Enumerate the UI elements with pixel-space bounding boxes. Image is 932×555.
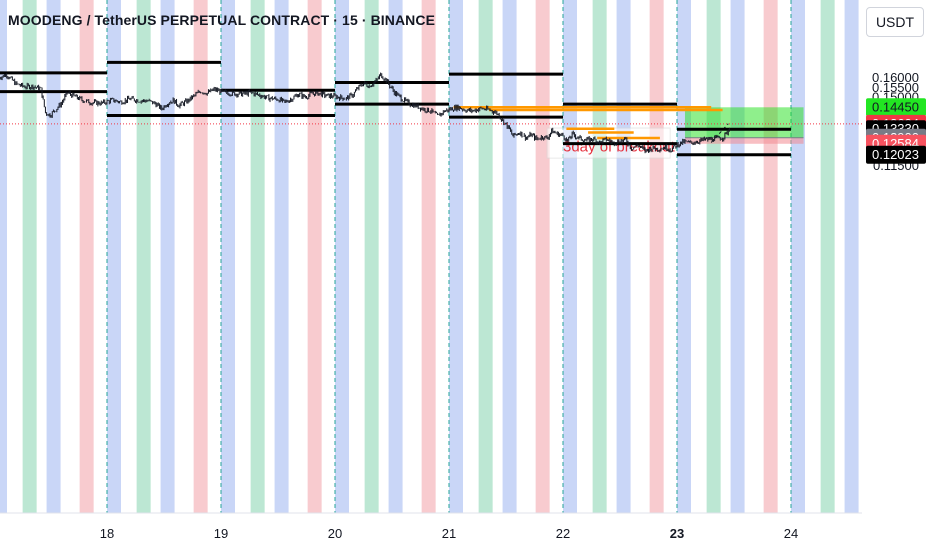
date-tick-label: 23 [670,526,684,541]
candlestick-series [0,72,730,154]
session-band-blue [274,0,289,513]
session-band-blue [616,0,631,513]
session-band-green [250,0,265,513]
session-band-blue [221,0,235,513]
session-band-blue [107,0,121,513]
date-tick-label: 20 [328,526,342,541]
date-tick-label: 18 [100,526,114,541]
session-band-blue [730,0,745,513]
session-band-green [364,0,379,513]
long-position-tool[interactable] [684,107,804,144]
price-label-black [866,145,926,164]
price-label-green [866,98,926,117]
position-trend-line [710,123,729,143]
currency-button[interactable]: USDT [866,7,924,37]
session-band-red [763,0,778,513]
time-axis[interactable]: 18 19 20 21 22 23 24 [0,512,862,550]
session-band-red [79,0,94,513]
stop-zone [684,137,804,144]
session-band-red [193,0,208,513]
price-axis[interactable]: 0.160000.155000.150000.140000.133300.129… [862,0,932,550]
session-band-red [535,0,550,513]
symbol-title: MOODENG / TetherUS PERPETUAL CONTRACT · … [8,12,436,28]
session-band-blue [677,0,691,513]
date-tick-label: 21 [442,526,456,541]
session-band-green [592,0,607,513]
price-label-text: 0.12023 [872,147,919,162]
time-axis-background [0,513,862,550]
session-band-green [136,0,151,513]
session-band-green [820,0,835,513]
session-band-red [421,0,436,513]
orange-resistance-lines[interactable] [453,106,723,140]
session-band-blue [449,0,463,513]
price-axis-background [862,0,932,550]
date-tick-label: 24 [784,526,798,541]
session-band-red [649,0,664,513]
session-band-green [22,0,37,513]
session-band-blue [388,0,403,513]
session-band-green [478,0,493,513]
session-band-blue [160,0,175,513]
session-band-blue [0,0,7,513]
date-tick-label: 19 [214,526,228,541]
profit-zone [684,107,804,138]
price-tick-label: 0.16000 [872,70,919,85]
price-label-text: 0.14450 [872,99,919,114]
session-band-blue [46,0,61,513]
daily-high-low-levels[interactable] [0,60,791,157]
session-band-blue [563,0,577,513]
price-tick-label: 0.15500 [872,80,919,95]
session-band-blue [335,0,349,513]
session-band-red [307,0,322,513]
session-band-blue [844,0,859,513]
session-band-blue [502,0,517,513]
date-tick-label: 22 [556,526,570,541]
session-band-green [706,0,721,513]
session-bands [0,0,859,513]
session-band-blue [791,0,805,513]
